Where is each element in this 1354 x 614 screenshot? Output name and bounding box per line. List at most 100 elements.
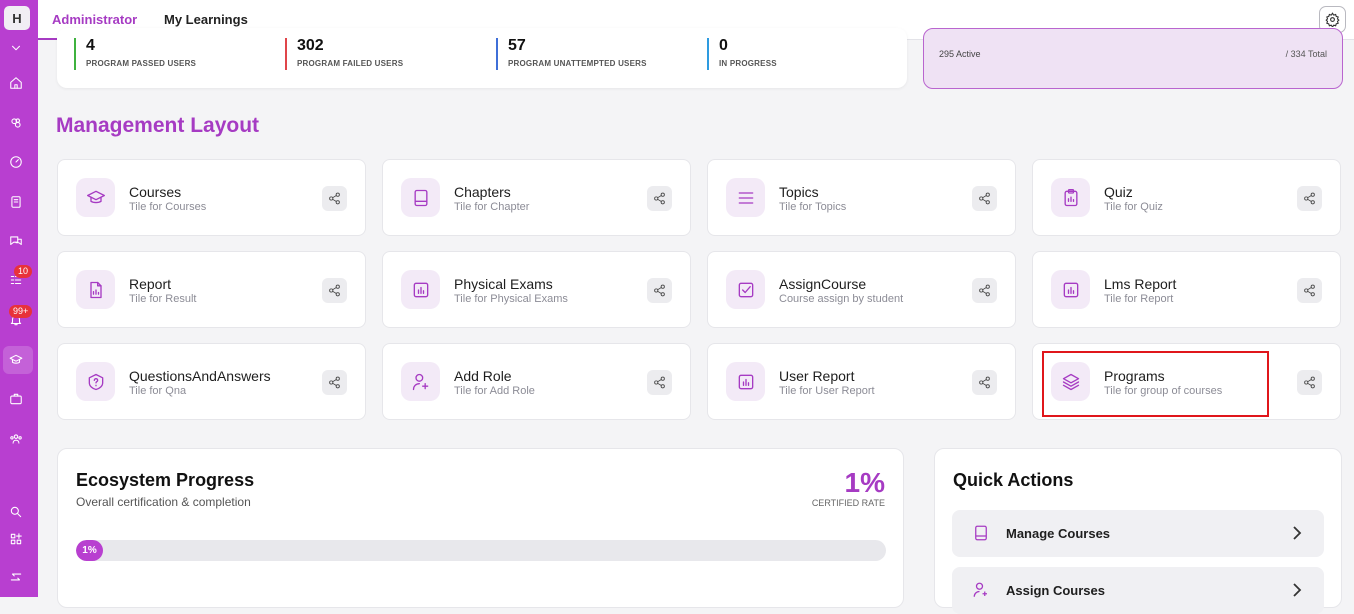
share-button[interactable] (322, 186, 347, 211)
chevron-down-icon[interactable] (7, 39, 25, 57)
tile-title: User Report (779, 368, 855, 384)
chevron-right-icon (1293, 526, 1302, 540)
share-button[interactable] (647, 370, 672, 395)
chart-square-icon (726, 362, 765, 401)
users-icon[interactable] (7, 430, 25, 448)
tile-subtitle: Tile for Quiz (1104, 201, 1163, 213)
stat-passed: 4 PROGRAM PASSED USERS (74, 38, 196, 70)
stat-label: PROGRAM FAILED USERS (297, 59, 404, 68)
chevron-right-icon (1293, 583, 1302, 597)
stat-value: 57 (508, 37, 526, 54)
chart-square-icon (401, 270, 440, 309)
section-title: Management Layout (56, 114, 260, 137)
ecosystem-progress-card: Ecosystem Progress Overall certification… (57, 448, 904, 608)
stat-unattempted: 57 PROGRAM UNATTEMPTED USERS (496, 38, 647, 70)
tile-title: Chapters (454, 184, 511, 200)
share-button[interactable] (1297, 370, 1322, 395)
share-button[interactable] (322, 278, 347, 303)
share-icon (329, 192, 340, 205)
stat-label: PROGRAM UNATTEMPTED USERS (508, 59, 647, 68)
tile-questionsandanswers[interactable]: QuestionsAndAnswers Tile for Qna (57, 343, 366, 420)
tile-subtitle: Tile for Physical Exams (454, 293, 568, 305)
brain-icon[interactable] (7, 114, 25, 132)
share-button[interactable] (972, 370, 997, 395)
share-button[interactable] (1297, 186, 1322, 211)
switch-arrows-icon[interactable] (7, 568, 25, 586)
tile-subtitle: Tile for Qna (129, 385, 187, 397)
book-icon (401, 178, 440, 217)
card-title: Ecosystem Progress (76, 470, 255, 490)
gauge-icon[interactable] (7, 153, 25, 171)
share-icon (1304, 192, 1315, 205)
share-button[interactable] (322, 370, 347, 395)
card-subtitle: Overall certification & completion (76, 495, 251, 509)
chart-square-icon (1051, 270, 1090, 309)
tile-title: QuestionsAndAnswers (129, 368, 271, 384)
quick-action-manage-courses[interactable]: Manage Courses (952, 510, 1324, 557)
tile-topics[interactable]: Topics Tile for Topics (707, 159, 1016, 236)
graduation-cap-icon[interactable] (7, 351, 25, 369)
tile-courses[interactable]: Courses Tile for Courses (57, 159, 366, 236)
program-stats-card: 4 PROGRAM PASSED USERS 302 PROGRAM FAILE… (57, 28, 907, 88)
tile-report[interactable]: Report Tile for Result (57, 251, 366, 328)
share-button[interactable] (647, 186, 672, 211)
graduation-cap-icon (76, 178, 115, 217)
layers-icon (1051, 362, 1090, 401)
tile-title: Courses (129, 184, 182, 200)
tile-add-role[interactable]: Add Role Tile for Add Role (382, 343, 691, 420)
share-icon (329, 284, 340, 297)
certified-rate-label: CERTIFIED RATE (811, 498, 885, 508)
share-button[interactable] (647, 278, 672, 303)
tile-subtitle: Tile for Chapter (454, 201, 530, 213)
tile-subtitle: Tile for group of courses (1104, 385, 1223, 397)
share-icon (1304, 284, 1315, 297)
user-plus-icon (973, 582, 987, 597)
share-button[interactable] (972, 186, 997, 211)
stat-label: PROGRAM PASSED USERS (86, 59, 197, 68)
tile-assigncourse[interactable]: AssignCourse Course assign by student (707, 251, 1016, 328)
tile-title: AssignCourse (779, 276, 867, 292)
quick-action-label: Manage Courses (1006, 526, 1111, 541)
share-icon (654, 376, 665, 389)
clipboard-icon (1051, 178, 1090, 217)
tile-programs[interactable]: Programs Tile for group of courses (1032, 343, 1341, 420)
tile-subtitle: Course assign by student (779, 293, 904, 305)
share-icon (329, 376, 340, 389)
tile-lms-report[interactable]: Lms Report Tile for Report (1032, 251, 1341, 328)
total-count: / 334 Total (1285, 49, 1327, 59)
chat-icon[interactable] (7, 232, 25, 250)
book-icon[interactable] (7, 193, 25, 211)
tile-title: Quiz (1104, 184, 1133, 200)
briefcase-icon[interactable] (7, 390, 25, 408)
tile-title: Physical Exams (454, 276, 553, 292)
sidebar: H 10 99+ (0, 0, 38, 597)
share-button[interactable] (1297, 278, 1322, 303)
tile-chapters[interactable]: Chapters Tile for Chapter (382, 159, 691, 236)
tile-quiz[interactable]: Quiz Tile for Quiz (1032, 159, 1341, 236)
stat-value: 302 (297, 37, 324, 54)
tile-title: Report (129, 276, 172, 292)
tile-subtitle: Tile for Result (129, 293, 197, 305)
share-button[interactable] (972, 278, 997, 303)
tile-subtitle: Tile for Topics (779, 201, 847, 213)
stat-in-progress: 0 IN PROGRESS (707, 38, 777, 70)
progress-fill: 1% (76, 540, 103, 561)
tasks-badge: 10 (14, 265, 33, 278)
active-users-card: 295 Active / 334 Total (923, 28, 1343, 89)
quick-actions-card: Quick Actions Manage Courses Assign Cour… (934, 448, 1342, 614)
home-icon[interactable] (7, 74, 25, 92)
checkbox-icon (726, 270, 765, 309)
stat-value: 4 (86, 37, 95, 54)
tile-physical-exams[interactable]: Physical Exams Tile for Physical Exams (382, 251, 691, 328)
notifications-badge: 99+ (9, 305, 33, 318)
tile-subtitle: Tile for User Report (779, 385, 875, 397)
list-icon (726, 178, 765, 217)
apps-icon[interactable] (7, 530, 25, 548)
app-logo[interactable]: H (4, 6, 30, 30)
share-icon (654, 284, 665, 297)
stat-label: IN PROGRESS (719, 59, 777, 68)
search-icon[interactable] (7, 503, 25, 521)
tile-user-report[interactable]: User Report Tile for User Report (707, 343, 1016, 420)
book-icon (975, 525, 987, 541)
quick-action-assign-courses[interactable]: Assign Courses (952, 567, 1324, 614)
